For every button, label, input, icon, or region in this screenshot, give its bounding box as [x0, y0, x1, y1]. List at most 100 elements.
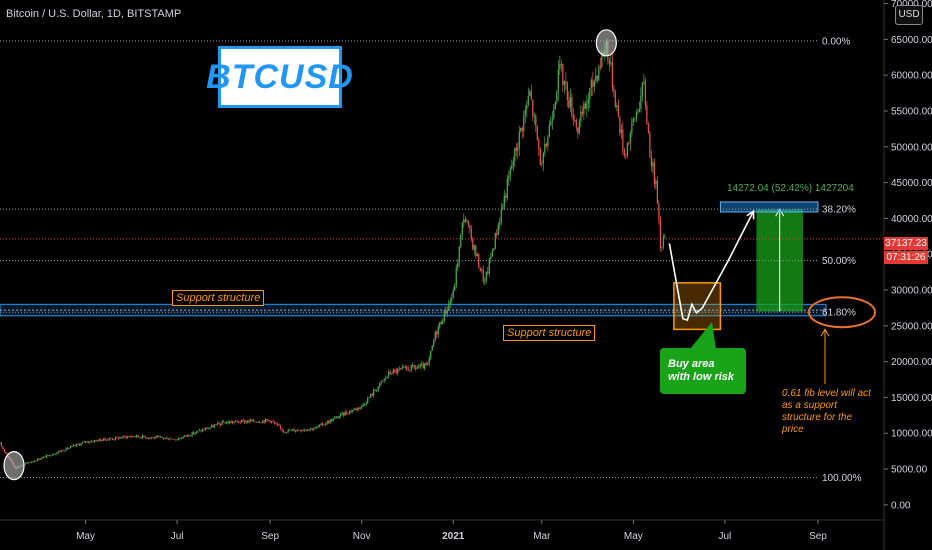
y-tick-label: 0.00 [891, 500, 911, 511]
candle-body [515, 147, 517, 151]
candle-body [170, 438, 172, 440]
candle-body [104, 438, 106, 440]
candle-body [481, 269, 483, 271]
candle-body [53, 454, 55, 456]
candle-body [470, 228, 472, 239]
candle-body [437, 327, 439, 335]
candle-body [524, 109, 526, 116]
candle-body [541, 163, 543, 165]
candle-body [140, 437, 142, 439]
candle-body [494, 233, 496, 249]
candle-body [323, 424, 325, 426]
candle-body [451, 297, 453, 301]
candle-body [452, 290, 454, 298]
candle-body [5, 451, 7, 454]
candle-body [107, 439, 109, 441]
candle-body [117, 437, 120, 439]
candle-body [176, 439, 178, 441]
candle-body [144, 436, 147, 439]
y-tick-label: 60000.00 [891, 71, 932, 82]
support-label-left: Support structure [172, 290, 265, 306]
x-tick-label: Sep [809, 531, 827, 542]
candle-body [445, 310, 447, 314]
candle-body [553, 108, 555, 119]
chart-title: Bitcoin / U.S. Dollar, 1D, BITSTAMP [6, 8, 182, 20]
candle-body [146, 437, 148, 439]
candle-body [173, 439, 175, 441]
currency-badge[interactable]: USD [895, 5, 923, 25]
candle-body [424, 363, 426, 369]
candle-body [238, 421, 240, 423]
candle-body [301, 430, 303, 432]
candle-body [30, 461, 33, 463]
candle-body [334, 417, 336, 419]
candle-body [161, 436, 163, 438]
candle-body [635, 112, 637, 119]
candle-body [332, 418, 334, 422]
candle-body [475, 245, 477, 257]
candle-body [149, 437, 151, 439]
candle-body [159, 436, 162, 438]
candle-body [379, 382, 381, 387]
candle-body [74, 445, 76, 446]
logo-text: BTCUSD [206, 57, 354, 96]
candle-body [168, 439, 171, 441]
candle-body [425, 363, 427, 365]
candle-body [292, 429, 294, 431]
candle-body [208, 428, 210, 430]
candle-body [520, 127, 522, 132]
candle-body [593, 81, 595, 87]
candle-body [275, 423, 277, 425]
candle-body [59, 451, 61, 453]
candle-body [331, 419, 333, 422]
x-axis[interactable]: May Jul Sep Nov 2021 Mar May Jul Sep [76, 520, 827, 542]
candle-body [150, 437, 153, 439]
note-arrow-head [820, 328, 830, 337]
candle-body [349, 410, 351, 414]
candle-body [365, 403, 367, 405]
target-zone [719, 201, 819, 213]
candle-body [356, 407, 358, 410]
candle-body [250, 420, 252, 422]
candle-body [253, 419, 255, 422]
candle-body [110, 438, 112, 440]
candle-body [566, 82, 568, 101]
candle-body [262, 420, 264, 423]
candle-body [464, 219, 466, 222]
candle-body [523, 115, 525, 131]
candle-body [191, 432, 193, 436]
candle-body [178, 438, 180, 440]
candle-body [299, 430, 301, 432]
fib-label: 100.00% [822, 473, 862, 484]
candle-body [538, 139, 540, 150]
top-circle-marker [595, 29, 617, 57]
gridlines [0, 0, 885, 550]
candle-body [313, 428, 315, 430]
candle-body [608, 60, 610, 64]
candle-body [622, 129, 624, 151]
candle-body [181, 438, 183, 440]
candle-body [418, 366, 420, 368]
candle-body [397, 369, 399, 373]
candle-body [449, 300, 451, 304]
y-tick-label: 50000.00 [891, 142, 932, 153]
candle-body [179, 438, 181, 440]
candle-body [116, 436, 118, 438]
candle-body [422, 363, 424, 369]
candle-body [125, 436, 127, 439]
candle-body [308, 429, 310, 431]
candle-body [586, 103, 588, 109]
candle-body [310, 428, 312, 430]
candle-body [547, 137, 549, 147]
candle-body [165, 437, 168, 439]
candle-body [548, 125, 550, 138]
candle-body [640, 95, 642, 109]
candle-body [638, 108, 640, 112]
candle-body [29, 462, 31, 464]
candle-body [404, 366, 406, 368]
candle-body [394, 369, 396, 371]
candle-body [421, 363, 423, 365]
candle-body [295, 430, 297, 432]
candle-body [457, 263, 459, 268]
